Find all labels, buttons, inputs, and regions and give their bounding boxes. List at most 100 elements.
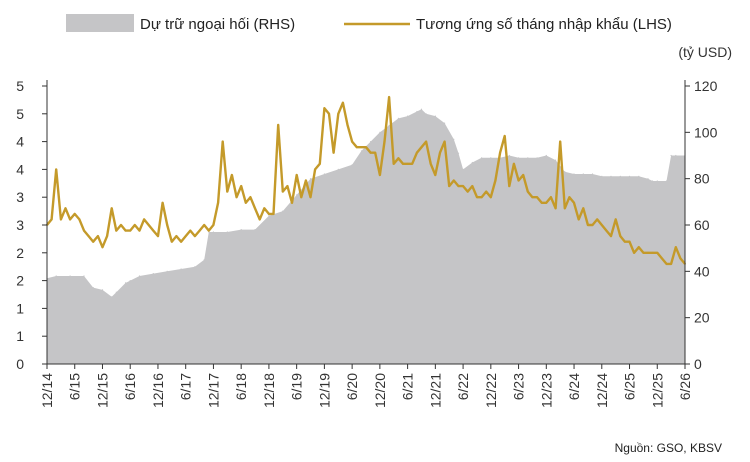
reserves-point — [309, 178, 312, 180]
left-tick-label: 4 — [16, 134, 24, 150]
import-months-point — [596, 218, 599, 221]
import-months-point — [221, 140, 224, 143]
x-tick-label: 6/16 — [122, 373, 138, 400]
import-months-point — [577, 218, 580, 221]
import-months-point — [305, 179, 307, 182]
import-months-point — [614, 218, 617, 221]
import-months-point — [494, 179, 497, 182]
reserves-point — [180, 268, 182, 270]
reserves-area-layer — [46, 108, 686, 364]
reserves-point — [337, 168, 339, 170]
import-months-point — [605, 229, 608, 232]
reserves-point — [125, 282, 127, 284]
legend-area-swatch — [66, 14, 134, 32]
import-months-point — [152, 229, 155, 232]
x-tick-label: 12/14 — [39, 373, 55, 408]
x-tick-label: 12/16 — [150, 373, 166, 408]
reserves-point — [115, 291, 117, 293]
x-tick-label: 6/23 — [511, 373, 527, 400]
reserves-point — [129, 280, 131, 282]
x-tick-label: 6/24 — [566, 373, 582, 400]
import-months-point — [610, 235, 612, 238]
import-months-point — [133, 224, 136, 226]
reserves-point — [282, 210, 284, 212]
import-months-point — [545, 201, 548, 204]
import-months-point — [647, 251, 649, 254]
reserves-point — [69, 275, 71, 277]
import-months-point — [124, 229, 127, 232]
reserves-point — [92, 287, 94, 289]
reserves-point — [407, 115, 409, 117]
import-months-point — [670, 263, 672, 265]
import-months-point — [175, 235, 178, 238]
reserves-point — [638, 175, 640, 177]
reserves-point — [518, 157, 520, 159]
reserves-point — [397, 117, 399, 119]
import-months-point — [443, 140, 446, 143]
import-months-point — [184, 235, 187, 238]
import-months-point — [309, 196, 312, 199]
reserves-point — [425, 113, 427, 115]
import-months-point — [628, 240, 631, 243]
import-months-line-layer — [46, 95, 686, 266]
import-months-point — [60, 218, 62, 221]
reserves-point — [670, 154, 672, 157]
import-months-point — [661, 257, 663, 260]
reserves-point — [610, 175, 612, 177]
x-tick-label: 12/21 — [427, 373, 443, 408]
import-months-point — [480, 196, 483, 199]
reserves-point — [628, 175, 631, 177]
reserves-point — [652, 180, 654, 182]
import-months-point — [189, 229, 192, 232]
reserves-point — [555, 159, 557, 161]
right-tick-label: 100 — [694, 124, 718, 140]
import-months-point — [207, 229, 210, 232]
right-tick-label: 60 — [694, 217, 710, 233]
import-months-point — [411, 162, 414, 165]
import-months-point — [254, 207, 256, 210]
reserves-point — [83, 275, 85, 277]
import-months-point — [170, 240, 173, 243]
import-months-point — [582, 207, 585, 210]
import-months-point — [420, 146, 423, 149]
x-tick-label: 12/22 — [483, 373, 499, 408]
import-months-point — [64, 207, 67, 210]
import-months-point — [425, 140, 427, 143]
reserves-point — [166, 270, 168, 272]
x-tick-label: 12/20 — [372, 373, 388, 408]
import-months-point — [244, 201, 247, 204]
reserves-point — [471, 161, 473, 164]
import-months-point — [240, 185, 243, 188]
import-months-point — [573, 201, 575, 204]
import-months-point — [198, 229, 201, 232]
left-tick-label: 3 — [16, 189, 24, 205]
import-months-point — [291, 201, 293, 204]
import-months-point — [383, 140, 386, 143]
import-months-point — [106, 235, 108, 238]
import-months-point — [300, 196, 303, 199]
reserves-point — [545, 154, 547, 157]
reserves-point — [416, 110, 418, 113]
left-tick-label: 0 — [16, 356, 24, 372]
reserves-point — [573, 173, 575, 175]
x-tick-label: 12/24 — [594, 373, 610, 408]
reserves-point — [582, 173, 584, 175]
import-months-point — [328, 112, 330, 115]
import-months-point — [83, 229, 85, 232]
import-months-point — [522, 174, 525, 176]
import-months-point — [351, 140, 353, 143]
import-months-point — [665, 263, 668, 265]
import-months-point — [600, 224, 603, 226]
import-months-point — [457, 185, 460, 188]
import-months-point — [147, 224, 150, 226]
import-months-point — [318, 162, 321, 165]
left-tick-label: 2 — [16, 273, 24, 289]
import-months-point — [448, 185, 451, 188]
x-tick-label: 6/22 — [455, 373, 471, 400]
import-months-point — [87, 235, 90, 238]
import-months-point — [462, 185, 464, 188]
import-months-point — [212, 224, 215, 226]
import-months-point — [619, 235, 622, 238]
import-months-point — [323, 107, 326, 110]
